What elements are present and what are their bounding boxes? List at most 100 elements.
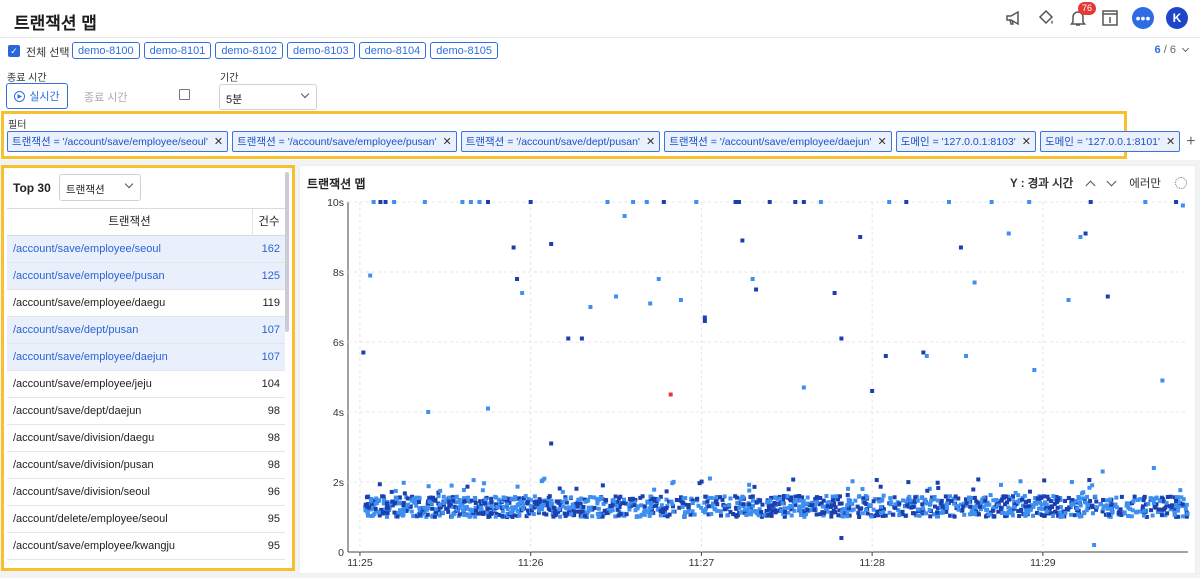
instance-chip[interactable]: demo-8101 [143,42,212,59]
transaction-point[interactable] [1066,298,1071,302]
transaction-point[interactable] [605,200,610,204]
transaction-point[interactable] [839,536,844,540]
table-row[interactable]: /account/save/employee/kwangju 95 [7,533,285,560]
close-icon[interactable]: ✕ [1166,136,1176,148]
column-header-name[interactable]: 트랜잭션 [7,209,253,235]
info-panel-icon[interactable] [1100,8,1120,28]
close-icon[interactable]: ✕ [1021,136,1031,148]
transaction-point[interactable] [736,200,741,204]
transaction-point[interactable] [477,200,482,204]
transaction-point[interactable] [486,200,490,204]
transaction-point[interactable] [566,336,571,341]
transaction-point[interactable] [588,305,593,309]
transaction-point[interactable] [801,385,806,390]
chat-icon[interactable]: ••• [1132,7,1154,29]
table-row[interactable]: /account/save/division/seoul 96 [7,479,285,506]
transaction-point[interactable] [801,200,806,204]
y-mode-label[interactable]: Y : 경과 시간 [1010,178,1074,190]
transaction-point[interactable] [511,245,516,250]
transaction-point[interactable] [392,200,397,204]
transaction-point[interactable] [631,200,636,204]
instance-chip[interactable]: demo-8105 [430,42,498,59]
transaction-point[interactable] [887,200,892,204]
instance-chip[interactable]: demo-8102 [215,42,283,59]
chevron-up-icon[interactable] [1085,180,1096,190]
paint-bucket-icon[interactable] [1036,8,1056,28]
transaction-point[interactable] [468,200,473,204]
end-time-input[interactable]: 종료 시간 [78,83,196,109]
transaction-point[interactable] [818,200,823,204]
close-icon[interactable]: ✕ [213,136,224,148]
transaction-point[interactable] [883,354,888,358]
transaction-point[interactable] [972,280,977,285]
transaction-point[interactable] [750,277,755,281]
filter-chip[interactable]: 트랜잭션 = '/account/save/employee/pusan' ✕ [232,131,457,152]
transaction-point[interactable] [702,315,707,320]
transaction-point[interactable] [1006,231,1011,236]
transaction-point[interactable] [422,200,427,204]
error-point[interactable] [668,392,673,397]
transaction-point[interactable] [870,389,875,393]
transaction-point[interactable] [378,200,383,204]
transaction-point[interactable] [694,200,699,204]
transaction-point[interactable] [964,354,969,358]
transaction-point[interactable] [371,200,376,204]
transaction-point[interactable] [733,200,738,204]
transaction-point[interactable] [793,200,798,204]
transaction-point[interactable] [579,336,584,341]
filter-chip[interactable]: 도메인 = '127.0.0.1:8103' ✕ [895,131,1036,152]
transaction-point[interactable] [648,301,653,306]
transaction-point[interactable] [904,200,909,204]
close-icon[interactable]: ✕ [442,136,452,148]
transaction-point[interactable] [614,294,619,299]
transaction-point[interactable] [924,354,929,358]
transaction-point[interactable] [549,242,554,246]
transaction-point[interactable] [549,441,554,446]
realtime-button[interactable]: ▶ 실시간 [6,83,68,109]
filter-chip[interactable]: 도메인 = '127.0.0.1:8101' ✕ [1039,131,1181,152]
transaction-point[interactable] [368,273,373,278]
transaction-point[interactable] [702,319,707,323]
transaction-point[interactable] [460,200,465,204]
transaction-point[interactable] [858,235,863,239]
column-header-count[interactable]: 건수 [258,216,280,228]
calendar-icon[interactable] [179,89,190,100]
transaction-point[interactable] [426,410,431,414]
scatter-chart[interactable]: 0 2s 4s 6s 8s 10s 11:25 11:26 11:27 11:28 11:29 [300,194,1195,572]
transaction-point[interactable] [946,200,951,204]
transaction-point[interactable] [1027,200,1032,204]
gear-icon[interactable] [1175,177,1187,189]
transaction-point[interactable] [754,287,759,292]
error-only-toggle[interactable]: 에러만 [1129,178,1161,190]
filter-chip[interactable]: 트랜잭션 = '/account/save/employee/daejun' ✕ [664,131,892,152]
transaction-point[interactable] [921,350,926,355]
bell-icon[interactable]: 76 [1068,2,1097,28]
table-row[interactable]: /account/save/employee/pusan 125 [7,263,285,290]
transaction-point[interactable] [958,245,963,250]
table-row[interactable]: /account/save/employee/daejun 107 [7,344,285,371]
transaction-point[interactable] [832,291,837,295]
transaction-point[interactable] [1160,378,1165,383]
table-row[interactable]: /account/save/division/pusan 98 [7,452,285,479]
transaction-point[interactable] [1100,469,1105,474]
transaction-point[interactable] [767,200,772,204]
table-row[interactable]: /account/save/employee/jeju 104 [7,371,285,398]
transaction-point[interactable] [1083,231,1088,236]
filter-chip[interactable]: 트랜잭션 = '/account/save/dept/pusan' ✕ [460,131,661,152]
table-row[interactable]: /account/save/employee/daegu 119 [7,290,285,317]
close-icon[interactable]: ✕ [877,136,887,148]
megaphone-icon[interactable] [1004,8,1024,28]
transaction-point[interactable] [1105,294,1110,299]
avatar[interactable]: K [1166,7,1188,29]
filter-chip[interactable]: 트랜잭션 = '/account/save/employee/seoul' ✕ [7,131,229,152]
transaction-point[interactable] [661,200,666,204]
transaction-point[interactable] [707,476,712,481]
transaction-point[interactable] [1069,480,1074,484]
table-row[interactable]: /account/save/division/daegu 98 [7,425,285,452]
instance-chip[interactable]: demo-8103 [286,42,355,59]
transaction-point[interactable] [1143,200,1148,204]
transaction-point[interactable] [383,200,388,204]
transaction-point[interactable] [656,277,661,281]
top-list-type-select[interactable]: 트랜잭션 [59,174,141,201]
transaction-point[interactable] [1088,200,1093,204]
